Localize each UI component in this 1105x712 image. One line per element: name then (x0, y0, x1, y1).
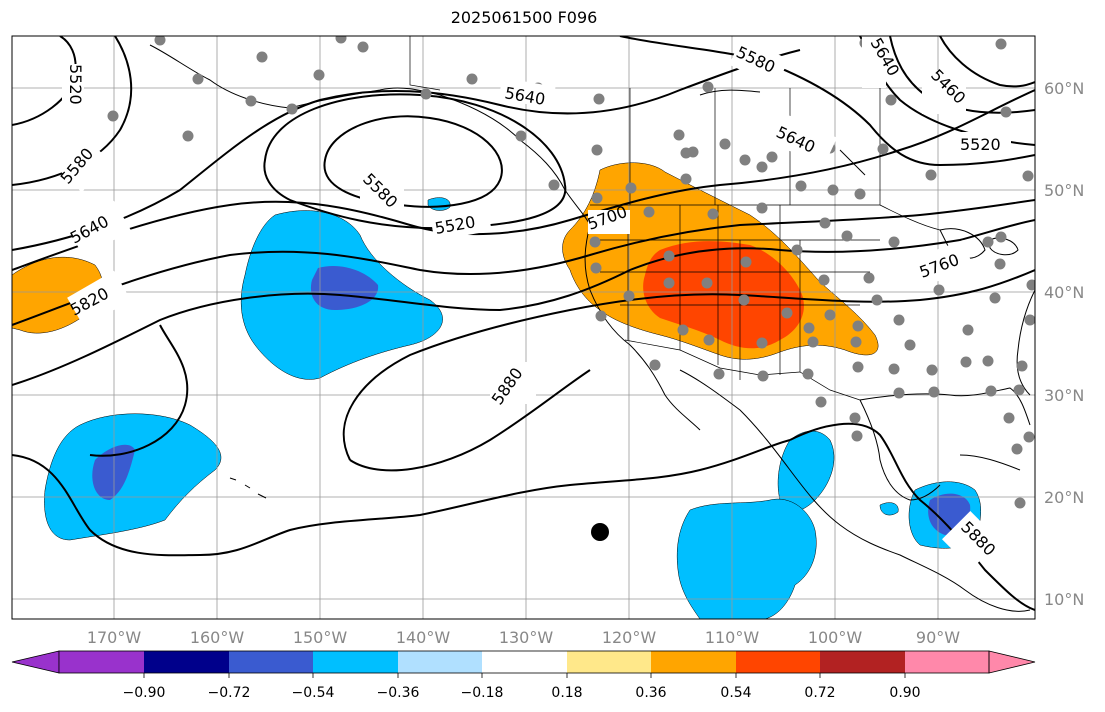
contour-line (12, 36, 133, 186)
lon-label-120w: 120°W (602, 628, 657, 647)
colorbar-tick-label: 0.36 (635, 685, 666, 701)
contour-line (619, 36, 1035, 167)
lat-label-60n: 60°N (1044, 79, 1084, 98)
colorbar-segment (313, 651, 398, 673)
lat-label-10n: 10°N (1044, 590, 1084, 609)
colorbar-tick-label: 0.90 (889, 685, 920, 701)
lat-label-30n: 30°N (1044, 386, 1084, 405)
lat-label-20n: 20°N (1044, 488, 1084, 507)
colorbar-segment (736, 651, 820, 673)
colorbar-segment (144, 651, 229, 673)
colorbar-tick-label: −0.54 (292, 685, 335, 701)
colorbar-segment (59, 651, 144, 673)
lon-label-110w: 110°W (705, 628, 760, 647)
colorbar-segment (820, 651, 905, 673)
colorbar-max-extend (988, 650, 1036, 674)
colorbar-segment (229, 651, 313, 673)
colorbar-segment (398, 651, 482, 673)
political-borders (409, 36, 941, 401)
contour-line (12, 439, 791, 557)
contour-line (789, 422, 1035, 611)
colorbar-tick-label: −0.90 (123, 685, 166, 701)
colorbar-segment (482, 651, 567, 673)
negative-anomaly-region-eastern-pacific (676, 498, 817, 619)
contour-line (342, 269, 1035, 461)
lon-label-90w: 90°W (916, 628, 960, 647)
figure-title: 2025061500 F096 (450, 8, 598, 27)
colorbar: −0.90 −0.72 −0.54 −0.36 −0.18 0.18 0.36 … (11, 650, 1036, 701)
coastlines (149, 44, 1035, 612)
colorbar-tick-label: −0.72 (208, 685, 251, 701)
contour-line (12, 199, 1035, 326)
contour-label: 5520 (66, 64, 85, 105)
lon-label-130w: 130°W (499, 628, 554, 647)
contour-line (12, 89, 1035, 271)
latitude-labels: 60°N 50°N 40°N 30°N 20°N 10°N (1044, 79, 1084, 609)
contour-line (349, 369, 591, 472)
colorbar-tick-label: −0.36 (377, 685, 420, 701)
colorbar-tick-label: 0.54 (720, 685, 751, 701)
negative-anomaly-core-central (310, 265, 379, 310)
map-area: 5520 5580 5640 5580 5520 5640 5820 5580 … (12, 36, 1035, 619)
contour-line (12, 49, 801, 251)
contour-labels: 5520 5580 5640 5580 5520 5640 5820 5580 … (54, 36, 1011, 569)
lat-label-50n: 50°N (1044, 181, 1084, 200)
colorbar-segment (567, 651, 651, 673)
contour-line (12, 219, 1035, 386)
lon-label-100w: 100°W (808, 628, 863, 647)
contour-label: 5520 (960, 135, 1001, 154)
lon-label-170w: 170°W (87, 628, 142, 647)
colorbar-min-extend (11, 650, 60, 674)
contour-line (939, 36, 1035, 88)
colorbar-tick-label: 0.72 (804, 685, 835, 701)
lat-label-40n: 40°N (1044, 283, 1084, 302)
longitude-labels: 170°W 160°W 150°W 140°W 130°W 120°W 110°… (87, 628, 960, 647)
station-markers (107, 36, 1035, 509)
contour-line (263, 93, 567, 230)
lon-label-160w: 160°W (190, 628, 245, 647)
location-marker (591, 523, 609, 541)
contour-line (89, 324, 189, 457)
negative-anomaly-region-mexico-west (777, 430, 835, 512)
colorbar-segment (651, 651, 736, 673)
colorbar-tick-label: −0.18 (461, 685, 504, 701)
map-frame (11, 35, 1036, 620)
lon-label-140w: 140°W (396, 628, 451, 647)
negative-anomaly-region-southwest (44, 413, 222, 541)
colorbar-segment (905, 651, 989, 673)
colorbar-tick-label: 0.18 (551, 685, 582, 701)
lon-label-150w: 150°W (293, 628, 348, 647)
